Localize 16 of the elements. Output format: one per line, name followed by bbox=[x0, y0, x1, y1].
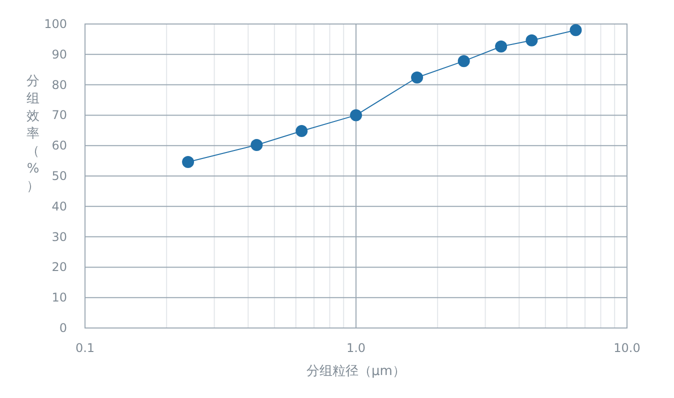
y-axis-title: 分组效率（%） bbox=[26, 74, 40, 194]
x-tick-label: 0.1 bbox=[75, 341, 95, 355]
y-tick-label: 70 bbox=[52, 108, 67, 122]
y-tick-label: 0 bbox=[59, 321, 67, 335]
y-tick-label: 40 bbox=[52, 199, 67, 214]
y-tick-label: 20 bbox=[52, 260, 67, 274]
y-tick-label: 100 bbox=[44, 17, 67, 31]
x-tick-label: 10.0 bbox=[614, 341, 640, 355]
y-tick-label: 10 bbox=[52, 290, 67, 305]
y-tick-label: 80 bbox=[52, 78, 67, 92]
x-axis-title: 分组粒径（μm） bbox=[306, 364, 406, 379]
x-tick-label: 1.0 bbox=[346, 341, 366, 355]
y-tick-label: 30 bbox=[52, 230, 67, 244]
y-tick-label: 50 bbox=[52, 169, 67, 183]
y-tick-label: 90 bbox=[52, 47, 67, 62]
y-tick-label: 60 bbox=[52, 138, 67, 153]
